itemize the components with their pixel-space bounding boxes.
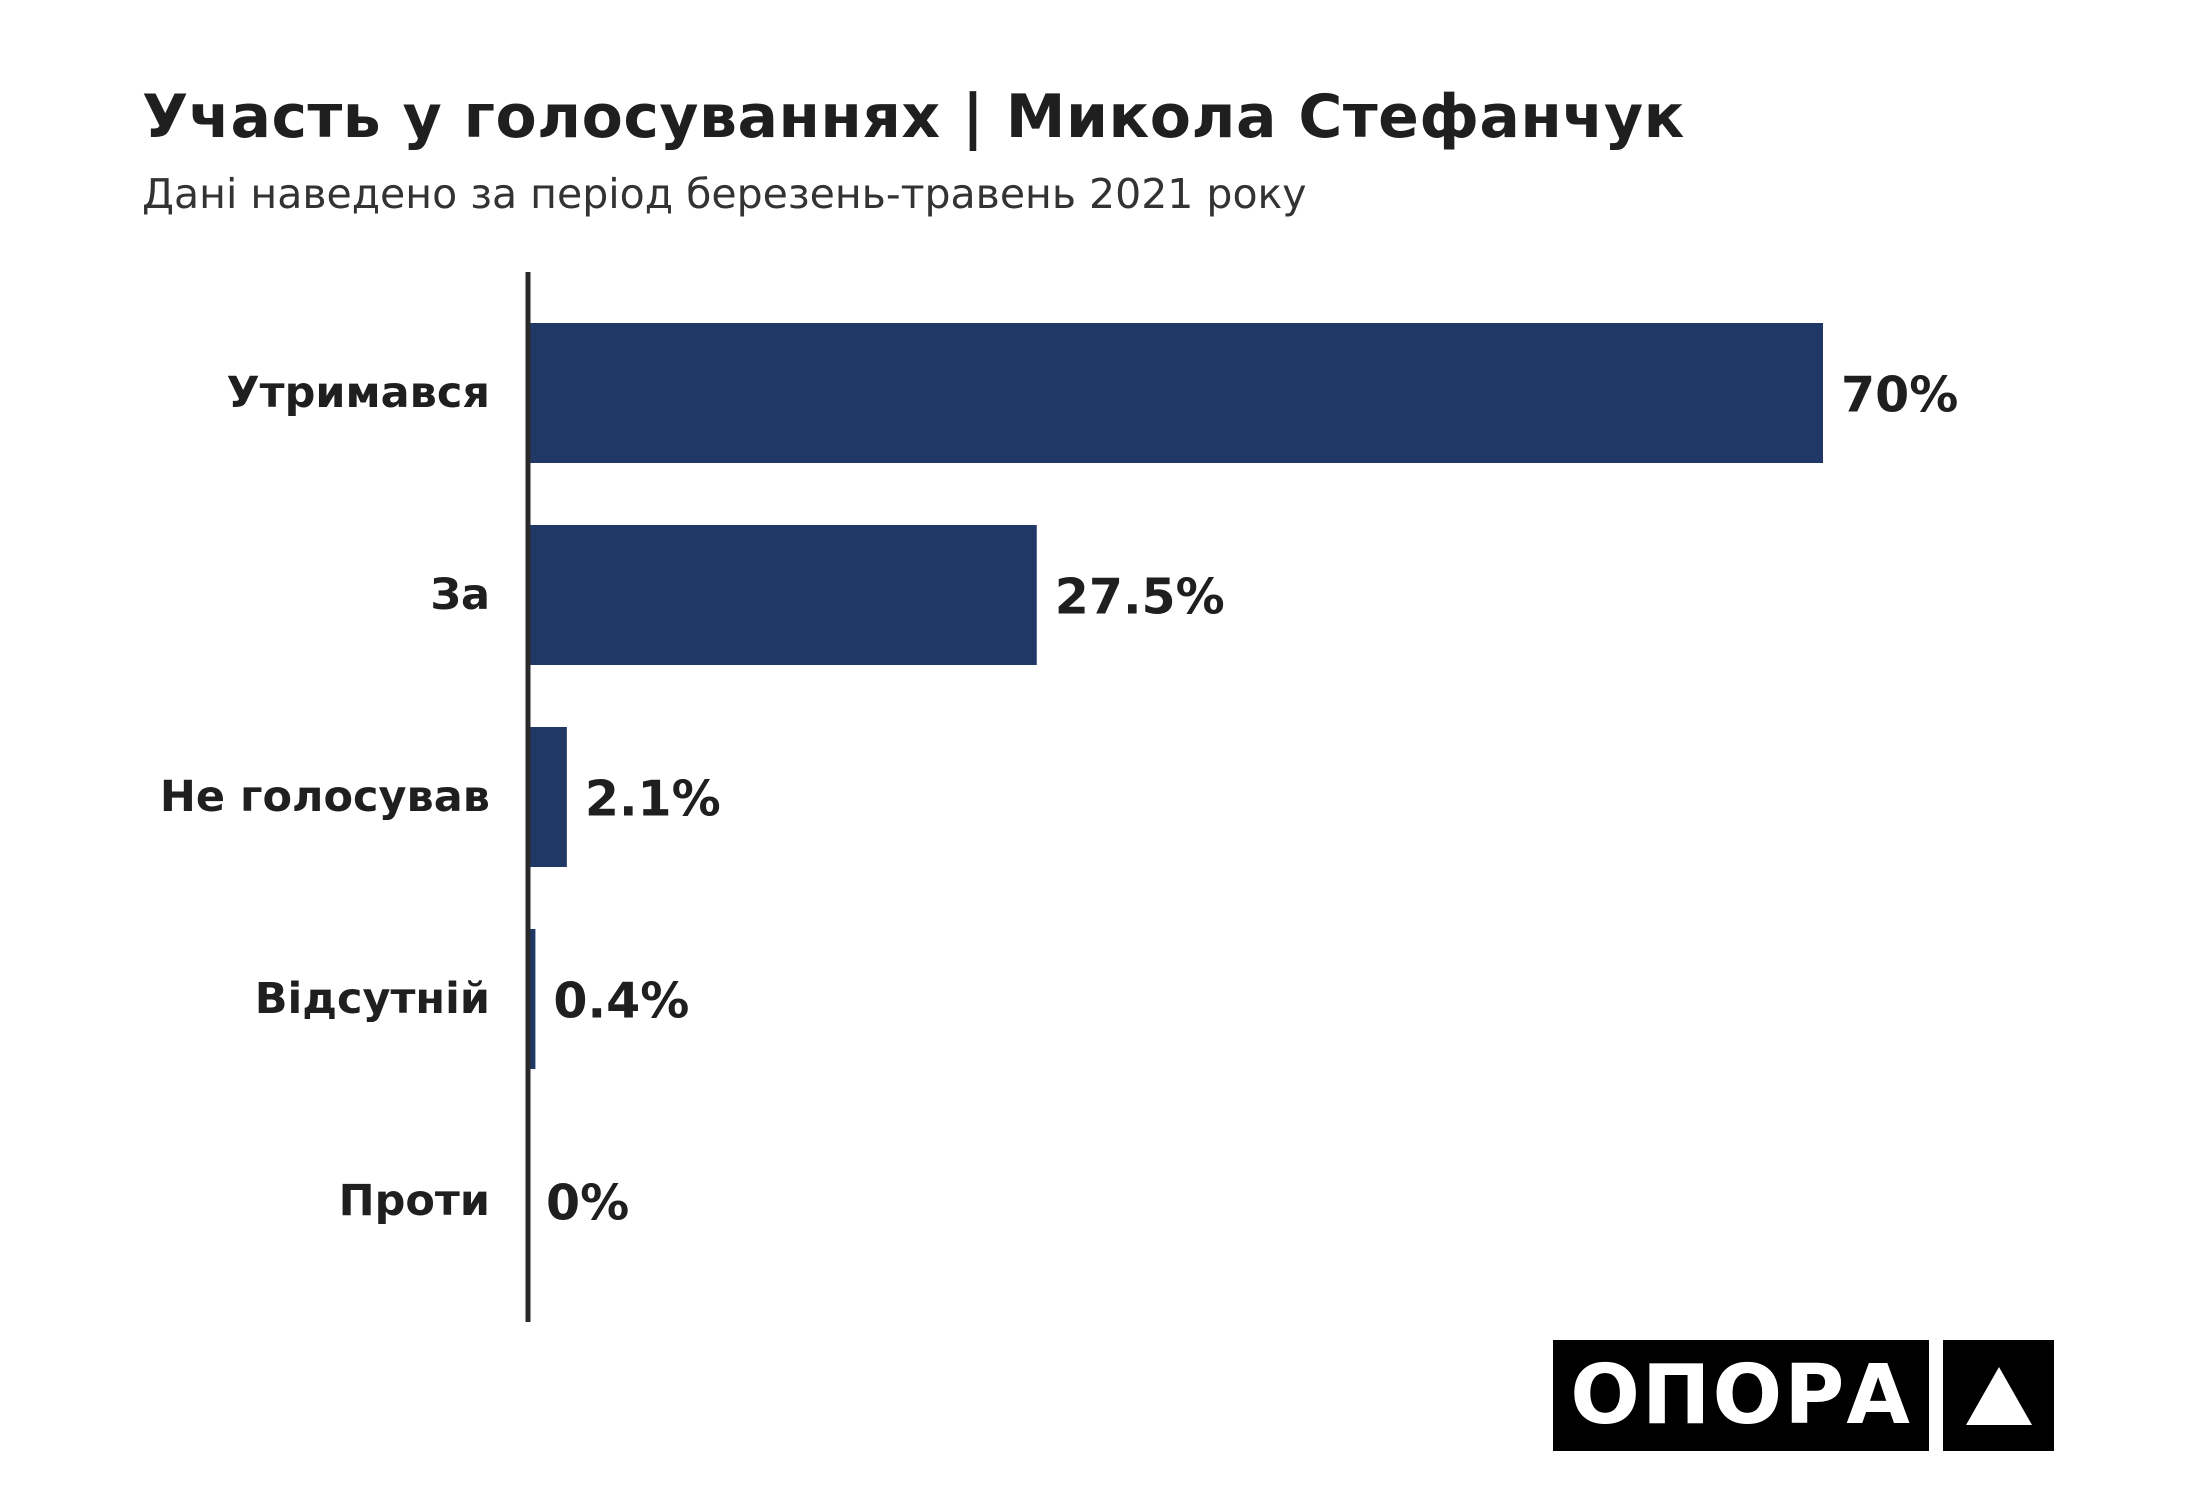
category-label: Не голосував bbox=[160, 772, 490, 822]
value-label: 0.4% bbox=[553, 973, 689, 1030]
value-label: 27.5% bbox=[1055, 569, 1225, 626]
category-label: Проти bbox=[339, 1176, 490, 1226]
category-label: Відсутній bbox=[255, 974, 490, 1024]
chart-subtitle: Дані наведено за період березень-травень… bbox=[142, 170, 1307, 218]
category-label: За bbox=[430, 570, 490, 620]
value-label: 70% bbox=[1841, 367, 1958, 424]
chart-title: Участь у голосуваннях | Микола Стефанчук bbox=[142, 82, 1685, 152]
category-label: Утримався bbox=[227, 368, 490, 418]
triangle-icon bbox=[1943, 1340, 2054, 1451]
opora-logo: ОПОРА bbox=[1553, 1340, 2054, 1451]
bar-3 bbox=[528, 929, 536, 1069]
bar-1 bbox=[528, 525, 1037, 665]
bar-chart: Утримався 70% За 27.5% Не голосував 2.1% Відсу… bbox=[160, 272, 1958, 1322]
bar-0 bbox=[528, 323, 1823, 463]
bar-2 bbox=[528, 727, 567, 867]
value-label: 2.1% bbox=[585, 771, 721, 828]
logo-wordmark: ОПОРА bbox=[1553, 1340, 1929, 1451]
value-label: 0% bbox=[546, 1175, 629, 1232]
